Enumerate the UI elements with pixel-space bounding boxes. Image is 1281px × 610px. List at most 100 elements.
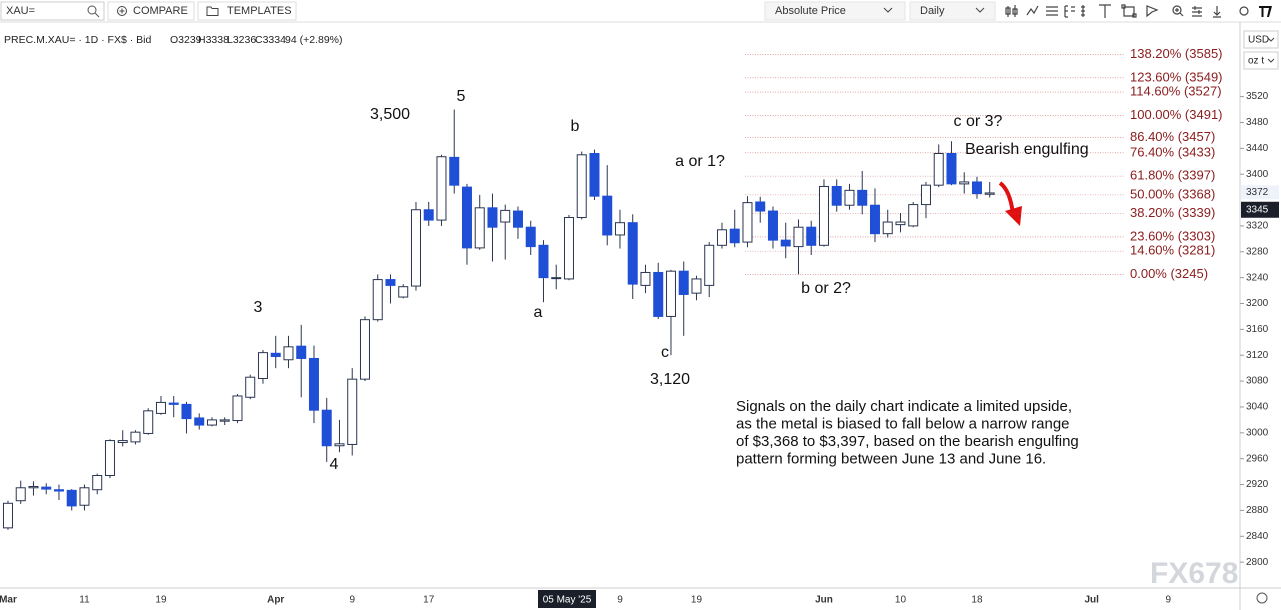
candle-body-up (372, 279, 383, 321)
candle-body-up (563, 217, 574, 280)
fib-label: 86.40% (3457) (1130, 129, 1215, 144)
interval-dropdown[interactable] (909, 1, 996, 21)
scale-mode-label: Absolute Price (775, 5, 846, 17)
y-tick-label: 3480 (1246, 117, 1269, 128)
y-tick-label: 3080 (1246, 376, 1269, 387)
templates-label: TEMPLATES (227, 5, 292, 17)
download-tool[interactable] (1213, 6, 1221, 18)
search-icon-handle (94, 12, 100, 18)
layers-tool[interactable] (1192, 6, 1202, 17)
line-tool[interactable] (1026, 5, 1039, 16)
candle-body-up (882, 221, 893, 235)
settings-tool[interactable] (1239, 6, 1249, 16)
ohlc-close: C3334 (255, 34, 286, 46)
fib-label: 100.00% (3491) (1130, 107, 1223, 122)
candle-body-up (908, 204, 919, 227)
candle-body-up (117, 440, 128, 444)
watermark: FX678 (1150, 557, 1238, 590)
fib-label: 138.20% (3585) (1130, 46, 1223, 61)
candle-body-down (66, 489, 77, 507)
candle-body-up (143, 410, 154, 434)
candle-tool[interactable] (1005, 5, 1018, 17)
y-tick-label: 2800 (1246, 557, 1269, 568)
candle-body-down (538, 244, 549, 279)
ohlc-open: O3239 (170, 34, 202, 46)
candle-body-down (512, 210, 523, 228)
templates-button[interactable] (197, 1, 297, 21)
text-tool[interactable] (1099, 4, 1111, 18)
candle-body-down (653, 271, 664, 317)
annotation: b or 2? (801, 280, 851, 297)
fib-label: 61.80% (3397) (1130, 168, 1215, 183)
annotation: 4 (330, 456, 339, 473)
candle-body-down (41, 486, 52, 490)
x-tick-label: 11 (79, 595, 90, 606)
candle-body-down (168, 402, 179, 405)
crosshair-date: 05 May '25 (543, 595, 592, 606)
y-tick-label: 3040 (1246, 402, 1269, 413)
gann-tool[interactable] (1064, 5, 1075, 18)
annotation-tool[interactable] (1146, 5, 1159, 18)
shape-tool[interactable] (1121, 4, 1137, 18)
x-tick-label: 18 (971, 595, 983, 606)
price-marker-label: 3372 (1246, 187, 1269, 198)
currency-box[interactable] (1243, 30, 1279, 49)
dropdown-caret (975, 7, 985, 13)
fib-label: 14.60% (3281) (1130, 243, 1215, 258)
fib-tool[interactable] (1046, 6, 1058, 16)
x-tick-label: 9 (617, 595, 623, 606)
last-price-label: 3345 (1246, 204, 1269, 215)
y-tick-label: 3320 (1246, 221, 1269, 232)
last-price-box (1241, 201, 1279, 218)
fib-label: 76.40% (3433) (1130, 144, 1215, 159)
candle-body-down (755, 201, 766, 212)
y-tick-label: 3240 (1246, 272, 1269, 283)
ruler-tool[interactable] (1081, 5, 1085, 17)
candle-body-up (359, 319, 370, 380)
zoom-in-tool[interactable] (1172, 5, 1182, 15)
search-icon[interactable] (87, 5, 97, 15)
annotation: 3,120 (650, 371, 690, 388)
x-tick-label: 9 (1165, 595, 1171, 606)
candle-body-up (28, 485, 39, 489)
candle-body-down (857, 189, 868, 206)
annotation: c or 3? (954, 113, 1003, 130)
search-box[interactable] (0, 1, 105, 21)
candle-body-up (92, 474, 103, 491)
ohlc-high: H3338 (198, 34, 229, 46)
candle-body-down (461, 186, 472, 249)
candle-body-up (742, 202, 753, 243)
candle-body-up (334, 443, 345, 447)
candle-body-down (946, 152, 957, 185)
unit-label: oz t (1248, 56, 1264, 67)
unit-box[interactable] (1243, 51, 1279, 70)
candle-body-up (691, 278, 702, 294)
axis-settings[interactable] (1256, 592, 1268, 604)
candle-body-down (53, 489, 64, 492)
fib-label: 123.60% (3549) (1130, 69, 1223, 84)
x-tick-label: Jul (1084, 595, 1099, 606)
x-tick-label: 9 (349, 595, 355, 606)
annotation: 5 (457, 88, 466, 105)
note-line: as the metal is biased to fall below a n… (736, 415, 1070, 432)
scale-mode-dropdown[interactable] (764, 1, 906, 21)
zoom-in-handle (1175, 8, 1184, 17)
compare-button[interactable] (107, 1, 195, 21)
candle-body-up (818, 185, 829, 246)
annotation: Bearish engulfing (965, 141, 1089, 158)
y-tick-label: 3200 (1246, 298, 1269, 309)
y-tick-label: 2960 (1246, 453, 1269, 464)
crosshair-date-box (538, 590, 596, 608)
fib-label: 0.00% (3245) (1130, 266, 1208, 281)
annotation: a (534, 304, 543, 321)
fib-label: 38.20% (3339) (1130, 205, 1215, 220)
x-tick-label: Mar (0, 595, 17, 606)
currency-label: USD (1248, 35, 1269, 46)
y-tick-label: 2920 (1246, 479, 1269, 490)
interval-label: Daily (920, 5, 945, 17)
y-tick-label: 3160 (1246, 324, 1269, 335)
compare-icon (117, 6, 127, 16)
candle-body-down (487, 207, 498, 228)
